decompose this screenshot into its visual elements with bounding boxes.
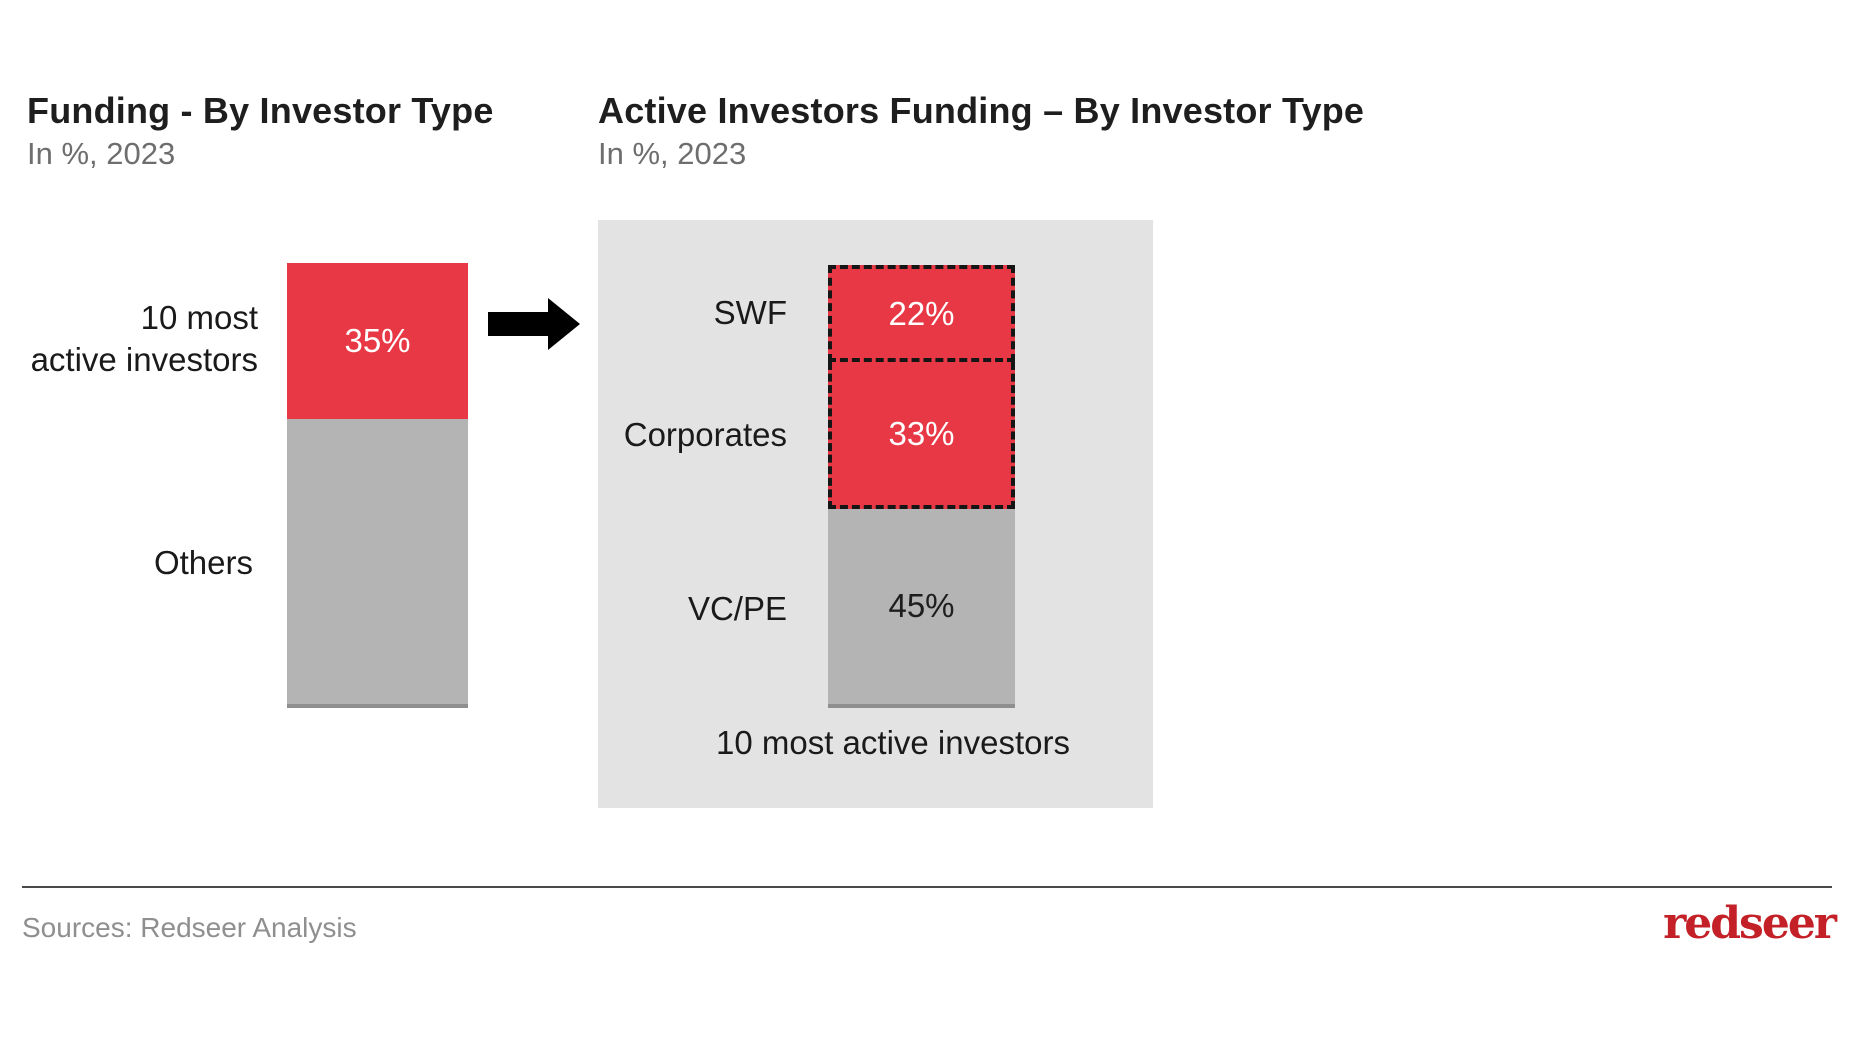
- right-arrow-icon: [488, 298, 580, 350]
- right-stacked-bar: 22% 33% 45%: [828, 265, 1015, 708]
- right-bar-axis-label: 10 most active investors: [716, 724, 1070, 761]
- left-bar-segment-active-investors: 35%: [287, 263, 468, 419]
- swf-value-label: 22%: [888, 294, 955, 332]
- left-bar-value-label: 35%: [344, 321, 411, 359]
- segment-label-corporates: Corporates: [623, 416, 787, 453]
- left-bar-category-label-active-investors: 10 most active investors: [30, 299, 258, 378]
- left-bar-segment-others: [287, 418, 468, 708]
- right-bar-segment-swf: 22%: [828, 265, 1015, 363]
- right-bar-segment-corporates: 33%: [828, 362, 1015, 509]
- left-chart-title: Funding - By Investor Type: [27, 90, 494, 131]
- right-bar-segment-vcpe: 45%: [828, 508, 1015, 708]
- left-chart-subtitle: In %, 2023: [27, 136, 176, 171]
- footer-divider: [22, 886, 1832, 888]
- left-stacked-bar: 35%: [287, 263, 468, 708]
- right-chart-title: Active Investors Funding – By Investor T…: [598, 90, 1365, 131]
- segment-label-vcpe: VC/PE: [687, 590, 787, 627]
- right-chart-panel: SWF Corporates VC/PE 22% 33% 45% 10 most…: [598, 220, 1153, 808]
- redseer-logo: redseer: [1663, 898, 1837, 949]
- vcpe-value-label: 45%: [888, 587, 955, 625]
- right-chart-subtitle: In %, 2023: [598, 136, 747, 171]
- corporates-value-label: 33%: [888, 414, 955, 452]
- segment-label-swf: SWF: [713, 294, 787, 331]
- left-bar-category-label-others: Others: [153, 544, 253, 581]
- sources-text: Sources: Redseer Analysis: [22, 912, 357, 943]
